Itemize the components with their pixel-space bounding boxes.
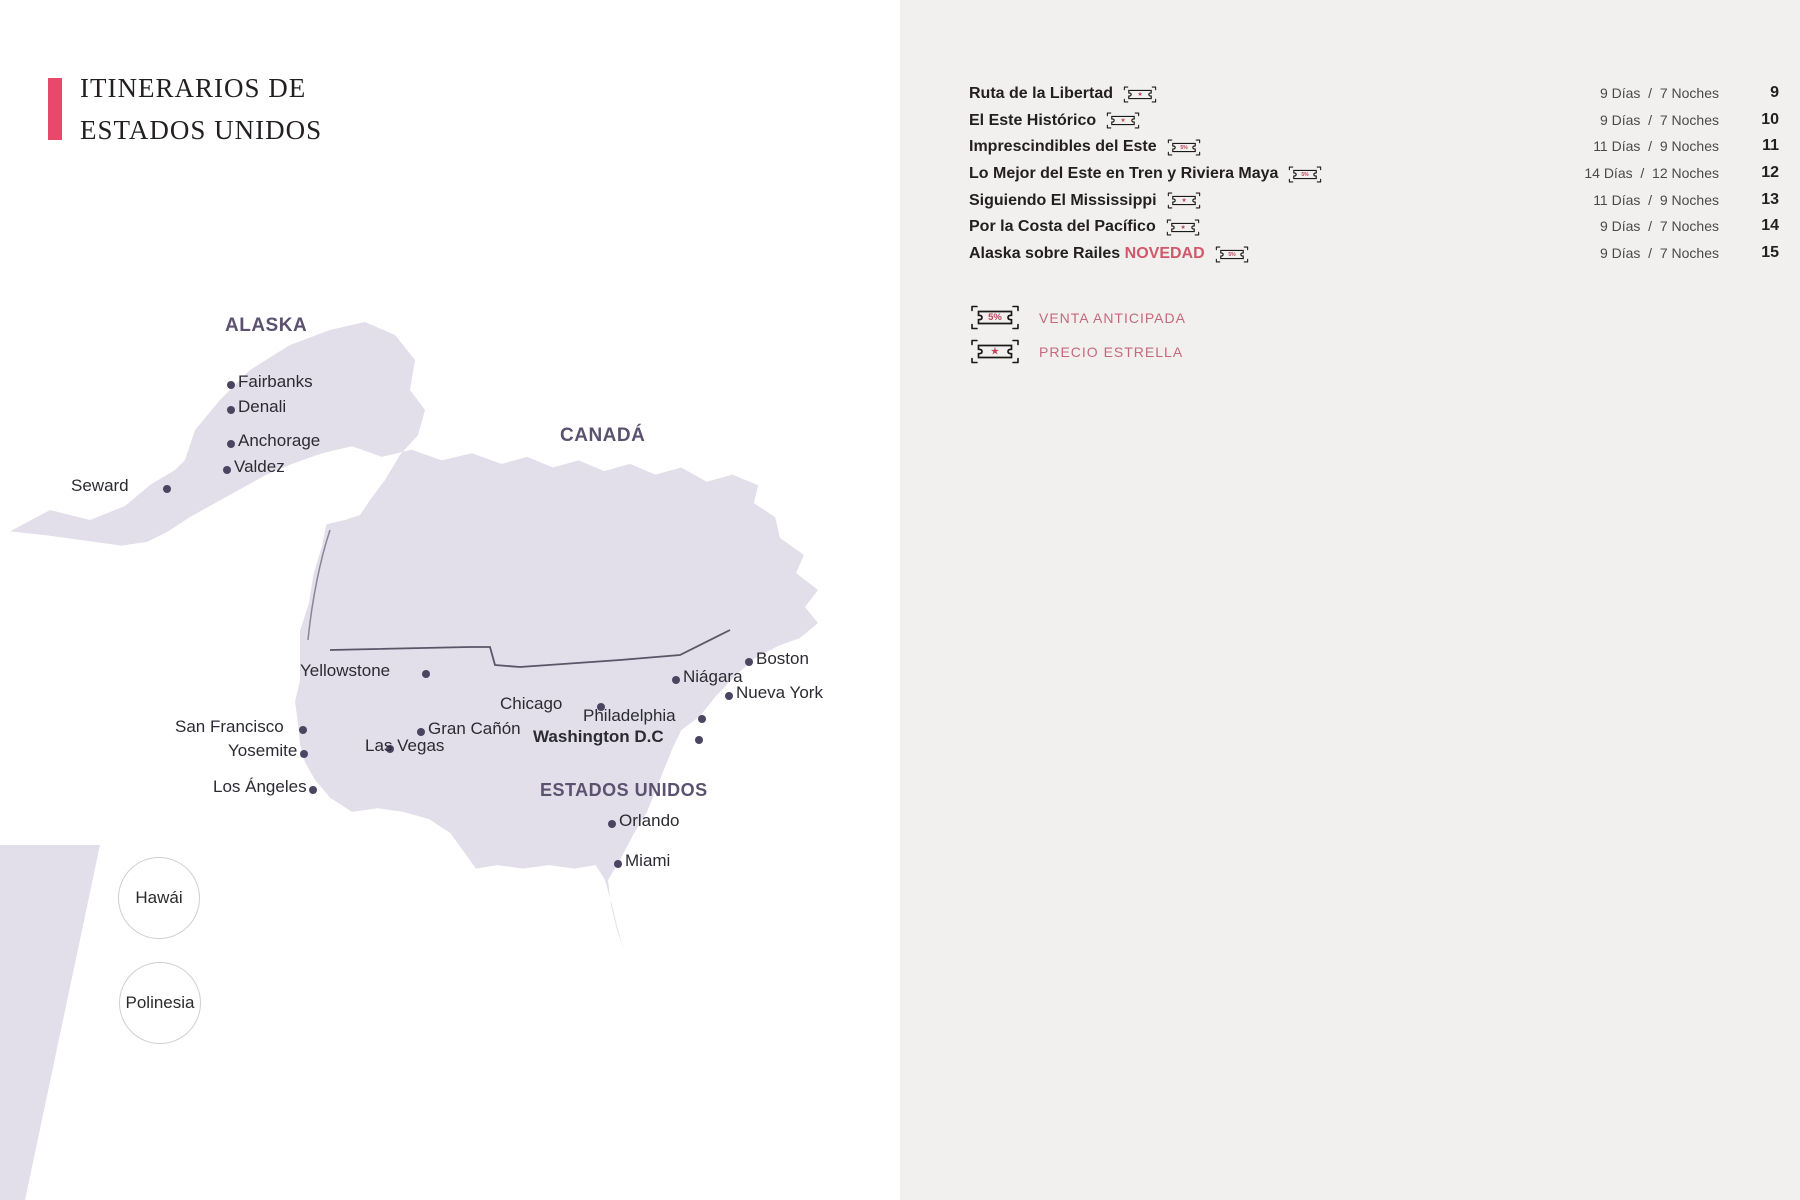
svg-text:★: ★: [1121, 117, 1126, 124]
svg-text:5%: 5%: [1228, 251, 1236, 257]
svg-text:★: ★: [1180, 224, 1185, 231]
svg-text:★: ★: [1137, 91, 1142, 98]
svg-text:5%: 5%: [1302, 171, 1310, 177]
svg-text:★: ★: [990, 346, 1000, 358]
svg-text:★: ★: [1181, 197, 1186, 204]
svg-text:5%: 5%: [1180, 145, 1188, 151]
svg-text:5%: 5%: [988, 312, 1002, 323]
